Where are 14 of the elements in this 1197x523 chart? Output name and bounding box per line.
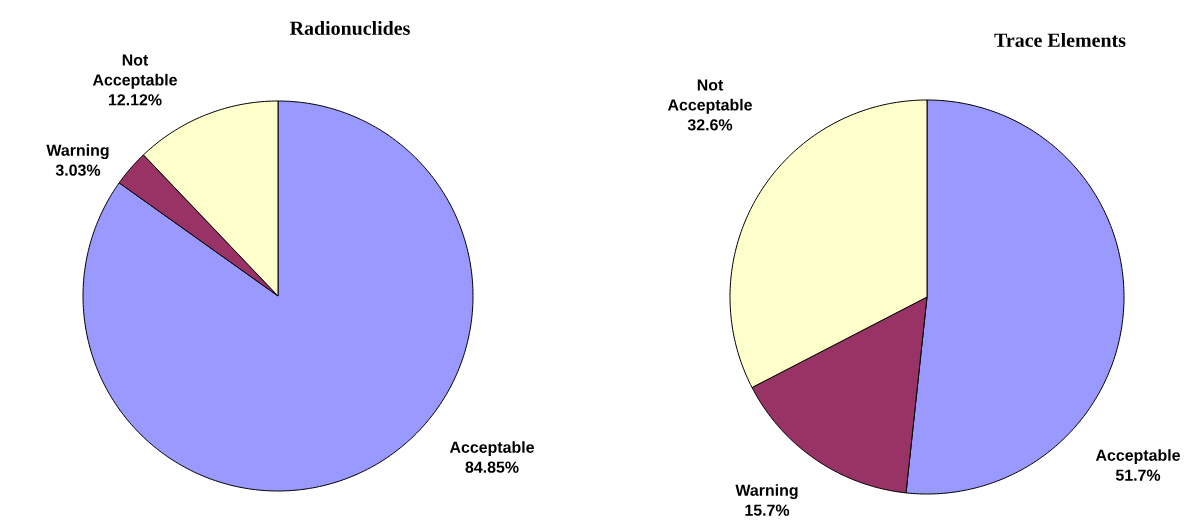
data-label: 51.7%: [1115, 469, 1161, 481]
chart-title: Trace Elements: [994, 32, 1126, 47]
slice-label: Warning: [46, 144, 109, 160]
data-label: 32.6%: [687, 119, 733, 131]
slice-label: Not Acceptable: [667, 79, 752, 114]
data-label: 3.03%: [55, 164, 101, 176]
chart-title: Radionuclides: [290, 20, 410, 36]
slice-label: Acceptable: [1095, 449, 1180, 465]
data-label: 12.12%: [108, 94, 162, 106]
slice-label: Acceptable: [449, 441, 534, 457]
data-label: 84.85%: [465, 461, 519, 473]
data-label: 15.7%: [745, 504, 790, 516]
slice-label: Warning: [735, 484, 798, 500]
slice-label: Not Acceptable: [92, 54, 177, 89]
